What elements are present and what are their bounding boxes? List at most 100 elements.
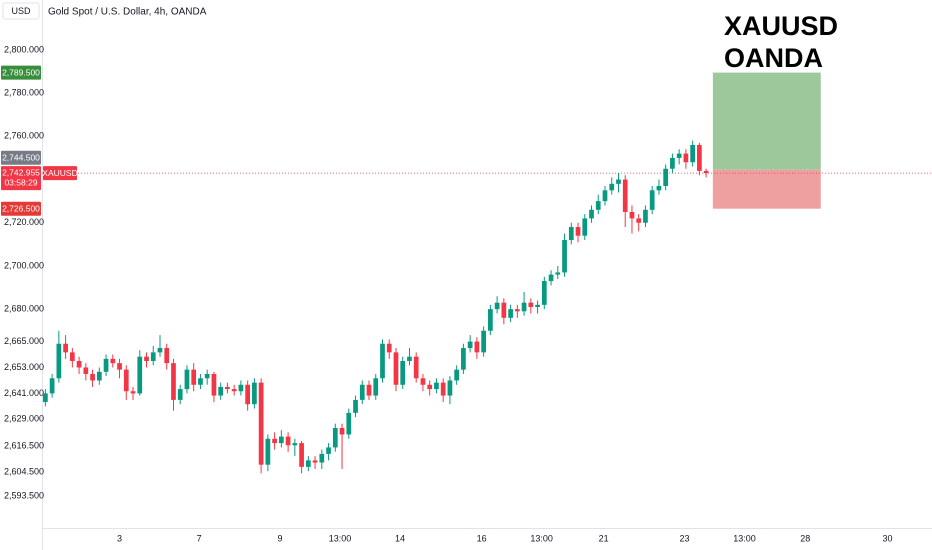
- candle-body: [164, 348, 170, 364]
- take-profit-label: 2,789.500: [2, 67, 40, 77]
- x-tick-label: 13:00: [733, 533, 756, 543]
- y-tick-label: 2,720.000: [4, 217, 44, 227]
- candle-body: [272, 438, 277, 444]
- candle-body: [305, 460, 311, 467]
- candle-body: [319, 453, 325, 463]
- candle-body: [225, 386, 230, 390]
- candle-body: [123, 369, 129, 392]
- candle-body: [407, 356, 412, 362]
- x-tick-label: 30: [882, 533, 892, 543]
- candle-body: [191, 369, 197, 385]
- candle-body: [373, 378, 379, 396]
- x-tick-label: 9: [277, 533, 282, 543]
- candle-body: [555, 272, 561, 275]
- y-tick-label: 2,616.500: [4, 441, 44, 451]
- candle-body: [467, 341, 473, 349]
- candle-body: [63, 343, 68, 353]
- candle-body: [204, 373, 210, 379]
- candle-body: [636, 218, 642, 223]
- candle-body: [258, 382, 264, 465]
- candle-body: [238, 384, 244, 392]
- y-tick-label: 2,653.000: [4, 362, 44, 372]
- current-price-bg: [1, 166, 41, 191]
- candle-body: [697, 144, 702, 171]
- candle-body: [299, 443, 304, 467]
- candle-body: [144, 356, 149, 362]
- candle-body: [494, 302, 500, 310]
- candle-body: [400, 361, 406, 385]
- candle-body: [130, 391, 136, 394]
- candle-body: [461, 348, 466, 370]
- candle-body: [649, 190, 655, 210]
- candle-body: [521, 302, 527, 312]
- candle-body: [110, 358, 116, 364]
- symbol-tag: XAUUSD: [42, 168, 77, 178]
- candle-body: [177, 389, 183, 400]
- candle-body: [198, 378, 203, 385]
- candle-body: [292, 443, 298, 446]
- candle-body: [420, 378, 426, 385]
- candle-body: [427, 384, 433, 390]
- candle-body: [670, 157, 675, 169]
- candle-body: [332, 427, 338, 448]
- candle-body: [96, 371, 102, 381]
- candle-body: [211, 373, 217, 396]
- candle-body: [150, 352, 156, 362]
- candle-body: [157, 348, 163, 353]
- candle-body: [326, 447, 331, 454]
- entry-label: 2,744.500: [2, 153, 40, 163]
- take-profit-zone: [712, 72, 821, 170]
- y-tick-label: 2,629.000: [4, 414, 44, 424]
- candle-body: [103, 358, 109, 372]
- candle-body: [285, 436, 291, 446]
- candle-body: [231, 389, 237, 392]
- candle-body: [49, 378, 55, 394]
- candle-body: [481, 330, 486, 353]
- y-tick-label: 2,760.000: [4, 131, 44, 141]
- x-tick-label: 28: [800, 533, 810, 543]
- candle-body: [643, 209, 648, 223]
- candle-body: [171, 363, 176, 400]
- candle-body: [366, 384, 372, 396]
- y-tick-label: 2,665.000: [4, 336, 44, 346]
- candle-body: [69, 352, 75, 362]
- candle-body: [663, 168, 669, 187]
- current-price-label: 2,742.955: [2, 167, 40, 177]
- candle-body: [393, 352, 399, 385]
- currency-box[interactable]: [2, 2, 40, 20]
- candle-body: [501, 302, 507, 318]
- candle-body: [602, 190, 608, 202]
- candle-body: [353, 399, 358, 413]
- currency: USD: [11, 6, 31, 16]
- candle-body: [440, 382, 446, 396]
- x-tick-label: 3: [117, 533, 122, 543]
- x-tick-label: 16: [477, 533, 487, 543]
- candle-body: [117, 363, 122, 370]
- y-tick-label: 2,700.000: [4, 260, 44, 270]
- candle-body: [434, 382, 439, 390]
- candle-body: [76, 361, 82, 368]
- candle-body: [582, 218, 588, 236]
- candle-body: [56, 343, 62, 379]
- candle-body: [568, 227, 574, 241]
- entry-label-bg: [1, 150, 41, 165]
- y-tick-label: 2,680.000: [4, 304, 44, 314]
- candle-body: [703, 170, 709, 174]
- y-tick-label: 2,800.000: [4, 44, 44, 54]
- candle-body: [656, 186, 662, 191]
- candle-body: [43, 393, 48, 403]
- x-tick-label: 13:00: [329, 533, 352, 543]
- candle-body: [386, 343, 392, 353]
- candle-body: [252, 382, 257, 405]
- y-tick-label: 2,780.000: [4, 87, 44, 97]
- candle-body: [595, 201, 601, 210]
- candle-body: [413, 356, 419, 379]
- candle-body: [541, 281, 547, 305]
- candle-body: [535, 304, 540, 307]
- candle-body: [454, 369, 460, 381]
- stop-loss-label: 2,726.500: [2, 203, 40, 213]
- candle-body: [589, 209, 594, 219]
- candle-body: [90, 373, 95, 381]
- y-tick-label: 2,641.000: [4, 388, 44, 398]
